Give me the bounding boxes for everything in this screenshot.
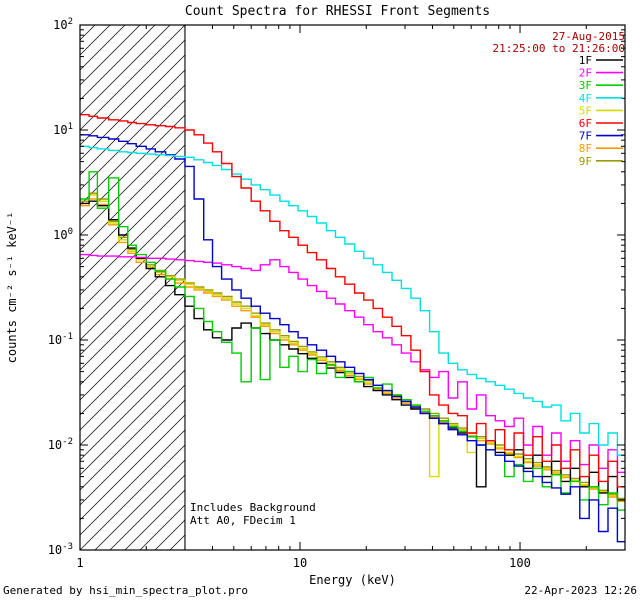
footer-datetime: 22-Apr-2023 12:26 <box>524 584 637 597</box>
x-tick-label: 1 <box>76 556 83 570</box>
y-tick-label: 101 <box>53 122 73 137</box>
legend-label-3F: 3F <box>579 79 592 92</box>
note-includes-background: Includes Background <box>190 501 316 514</box>
legend-label-6F: 6F <box>579 117 592 130</box>
legend-label-8F: 8F <box>579 142 592 155</box>
obs-time-range: 21:25:00 to 21:26:00 <box>493 42 625 55</box>
legend-label-7F: 7F <box>579 130 592 143</box>
footer-generator-text: Generated by hsi_min_spectra_plot.pro <box>3 584 249 597</box>
legend-label-2F: 2F <box>579 67 592 80</box>
series-7F <box>80 134 625 543</box>
series-3F <box>80 171 625 511</box>
y-tick-label: 10-2 <box>48 437 73 452</box>
plot-frame <box>79 24 626 551</box>
series-5F <box>80 194 625 501</box>
series-2F <box>80 253 625 473</box>
series-9F <box>80 192 625 500</box>
series-6F <box>80 114 625 488</box>
series-4F <box>80 145 625 456</box>
legend-label-4F: 4F <box>579 92 592 105</box>
x-tick-label: 10 <box>293 556 307 570</box>
legend-label-1F: 1F <box>579 54 592 67</box>
attenuator-hatch-region <box>80 25 185 550</box>
y-tick-label: 10-3 <box>48 542 73 557</box>
y-tick-label: 102 <box>53 17 73 32</box>
legend-label-9F: 9F <box>579 155 592 168</box>
chart-title: Count Spectra for RHESSI Front Segments <box>184 4 491 19</box>
obs-date: 27-Aug-2015 <box>552 30 625 43</box>
y-tick-label: 10-1 <box>48 332 73 347</box>
x-tick-label: 100 <box>509 556 531 570</box>
note-attenuator-state: Att A0, FDecim 1 <box>190 514 296 527</box>
y-tick-label: 100 <box>53 227 73 242</box>
legend-label-5F: 5F <box>579 104 592 117</box>
y-axis-title: counts cm⁻² s⁻¹ keV⁻¹ <box>5 212 19 364</box>
spectra-series-group <box>80 114 625 543</box>
x-axis-title: Energy (keV) <box>309 573 396 587</box>
